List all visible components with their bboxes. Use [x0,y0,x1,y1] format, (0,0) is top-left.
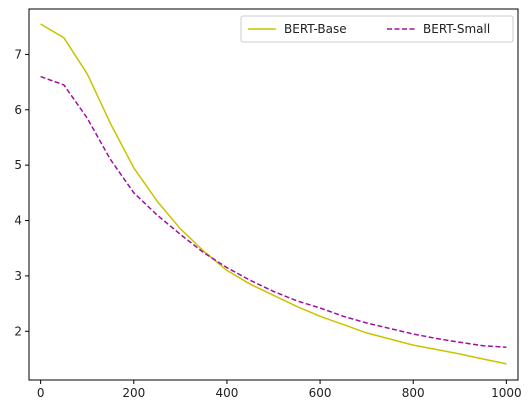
legend-label-bert-base: BERT-Base [284,22,347,36]
y-tick-label: 5 [14,158,22,172]
x-tick-label: 0 [37,386,45,400]
y-axis: 2 3 4 5 6 7 [14,47,29,338]
plot-frame [28,8,519,381]
series-line-bert-base [40,23,507,365]
plot-area [28,8,519,381]
legend-label-bert-small: BERT-Small [423,22,490,36]
series-layer [40,23,507,365]
legend: BERT-Base BERT-Small [240,15,514,43]
x-tick-label: 600 [309,386,332,400]
y-tick-label: 3 [14,269,22,283]
y-tick-label: 7 [14,47,22,61]
y-tick-label: 6 [14,103,22,117]
x-tick-label: 800 [402,386,425,400]
x-tick-label: 400 [215,386,238,400]
x-tick-label: 1000 [491,386,522,400]
x-tick-label: 200 [122,386,145,400]
legend-box [240,15,514,43]
y-tick-label: 4 [14,214,22,228]
series-line-bert-small [40,75,507,349]
x-axis: 0 200 400 600 800 1000 [37,380,522,400]
y-tick-label: 2 [14,324,22,338]
